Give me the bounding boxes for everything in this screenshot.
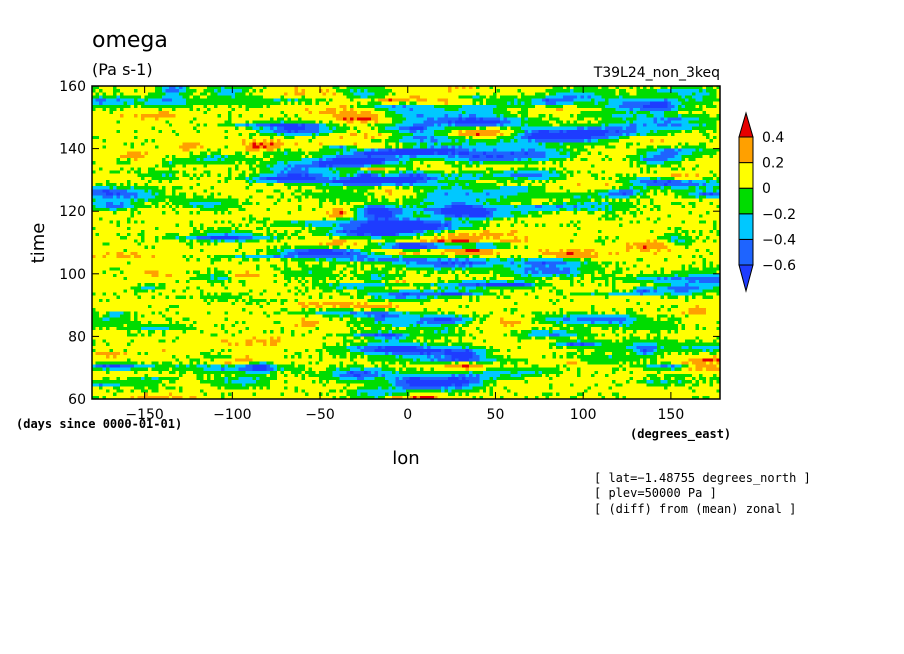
- x-tick-label: −150: [125, 407, 163, 423]
- annotation-diff: [ (diff) from (mean) zonal ]: [594, 502, 796, 516]
- chart-units: (Pa s-1): [92, 60, 153, 79]
- plot-frame: [91, 85, 721, 400]
- x-tick-label: −50: [305, 407, 335, 423]
- y-tick-label: 120: [59, 204, 86, 220]
- plot-area: [92, 86, 720, 399]
- annotation-plev: [ plev=50000 Pa ]: [594, 486, 717, 500]
- annotation-lat: [ lat=−1.48755 degrees_north ]: [594, 471, 811, 485]
- colorbar-label: −0.4: [762, 232, 796, 248]
- y-tick-label: 100: [59, 267, 86, 283]
- colorbar-label: 0.4: [762, 130, 784, 146]
- colorbar-box: [738, 238, 754, 266]
- y-tick-label: 60: [68, 392, 86, 408]
- colorbar-label: 0: [762, 181, 771, 197]
- x-tick-label: −100: [213, 407, 251, 423]
- colorbar-box: [738, 213, 754, 240]
- y-axis-units: (days since 0000-01-01): [16, 417, 182, 431]
- y-axis-label: time: [28, 223, 49, 264]
- colorbar-over-arrow: [738, 111, 754, 138]
- y-tick-label: 80: [68, 329, 86, 345]
- x-tick-label: 0: [403, 407, 412, 423]
- y-tick-label: 140: [59, 142, 86, 158]
- experiment-label: T39L24_non_3keq: [593, 65, 720, 81]
- y-tick-label: 160: [59, 79, 86, 95]
- x-axis-label: lon: [392, 448, 419, 469]
- colorbar-under-arrow: [738, 264, 754, 293]
- y-axis: 60 80 100 120 140 160: [59, 79, 720, 408]
- colorbar-label: −0.6: [762, 258, 796, 274]
- x-tick-label: 50: [487, 407, 505, 423]
- colorbar-label: −0.2: [762, 207, 796, 223]
- x-tick-label: 150: [658, 407, 685, 423]
- colorbar-box: [738, 187, 754, 215]
- omega-field-image: [92, 86, 720, 399]
- colorbar-box: [738, 136, 754, 164]
- colorbar: −0.6 −0.4 −0.2 0 0.2 0.4: [738, 111, 796, 293]
- colorbar-box: [738, 162, 754, 189]
- x-axis: −150 −100 −50 0 50 100 150: [125, 86, 684, 423]
- colorbar-label: 0.2: [762, 156, 784, 172]
- x-tick-label: 100: [570, 407, 597, 423]
- chart-title: omega: [92, 28, 168, 53]
- x-axis-units: (degrees_east): [630, 427, 731, 442]
